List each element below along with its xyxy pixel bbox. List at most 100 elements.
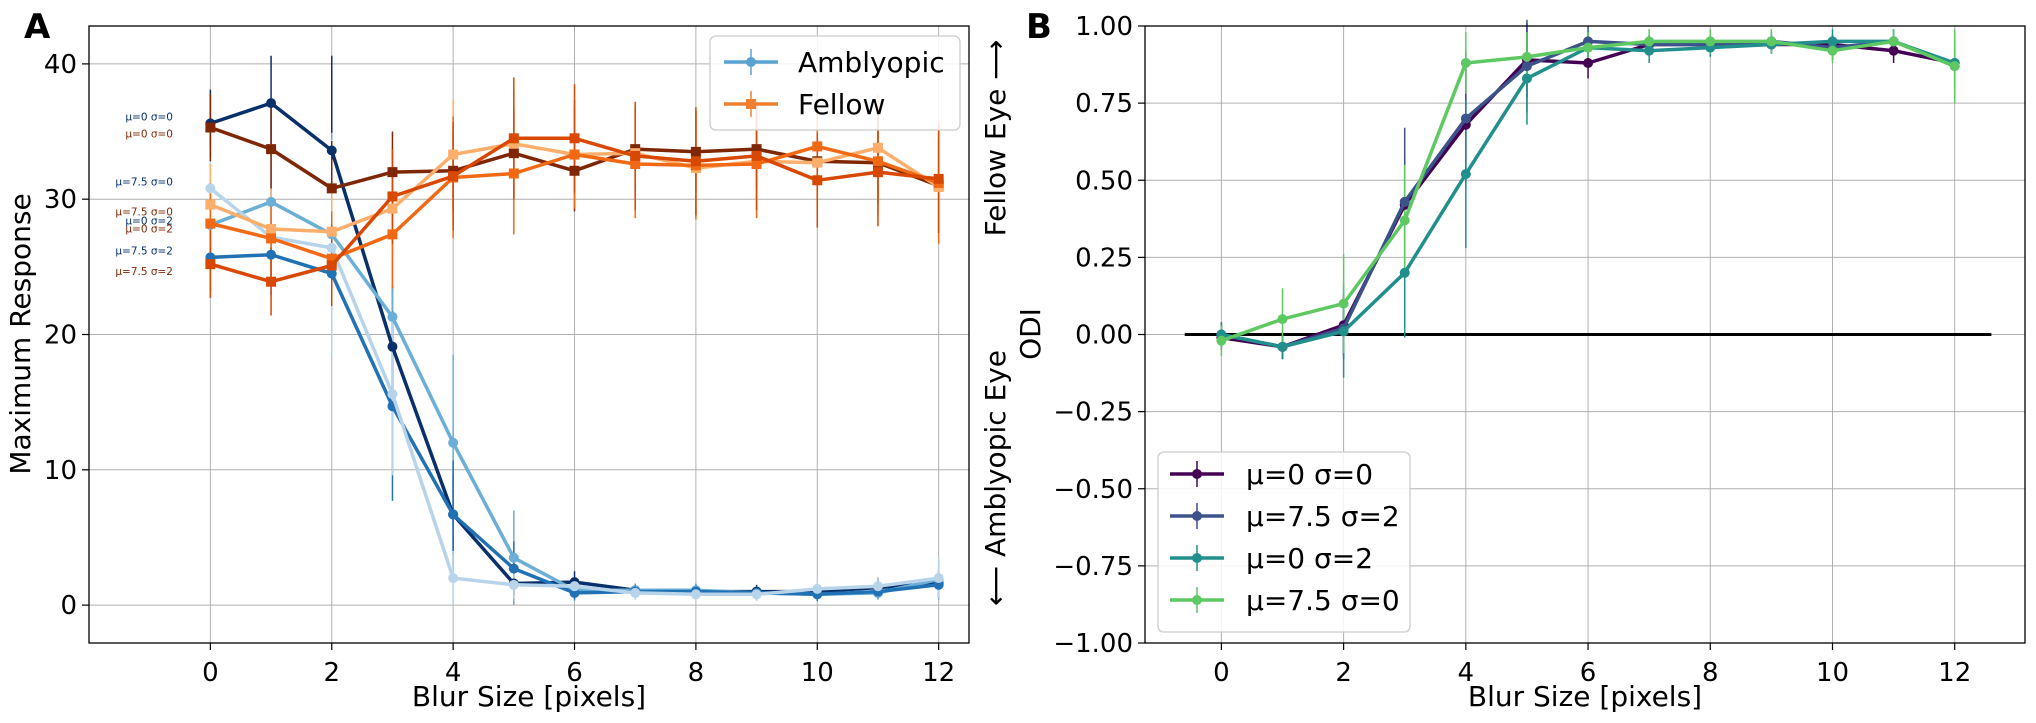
x-tick-label: 2 — [1335, 658, 1352, 688]
data-point-0-2 — [1827, 36, 1838, 47]
data-point-7-5-0 — [1888, 36, 1899, 47]
x-tick-label: 10 — [1816, 658, 1849, 688]
panel-a-legend: Amblyopic Fellow — [709, 35, 961, 131]
data-point-fellow-0-0 — [448, 165, 459, 176]
panel-a-ticks: 0 2 4 6 8 10 12 0 10 20 30 40 — [44, 50, 955, 688]
panel-b-legend: μ=0 σ=0 μ=7.5 σ=2 μ=0 σ=2 μ=7.5 σ=0 — [1157, 451, 1411, 633]
panel-b-series — [1216, 36, 1960, 352]
data-point-amblyopic-7-5-0 — [508, 552, 519, 563]
data-point-amblyopic-0-2 — [448, 573, 459, 584]
series-annotation: μ=0 σ=0 — [125, 111, 173, 123]
series-annotation: μ=0 σ=2 — [125, 224, 173, 236]
data-point-fellow-7-5-2 — [326, 260, 337, 271]
data-point-amblyopic-0-2 — [205, 183, 216, 194]
data-point-amblyopic-0-2 — [508, 579, 519, 590]
panel-b-y-axis-amblyopic-label: ⟵ Amblyopic Eye — [979, 350, 1012, 606]
data-point-fellow-0-0 — [690, 146, 701, 157]
series-annotation: μ=0 σ=0 — [125, 128, 173, 140]
x-tick-label: 8 — [688, 658, 705, 688]
x-tick-label: 0 — [202, 658, 219, 688]
series-annotation: μ=7.5 σ=2 — [115, 245, 173, 257]
data-point-fellow-7-5-0 — [448, 149, 459, 160]
legend-marker-7-5-0 — [1192, 595, 1202, 605]
data-point-fellow-0-2 — [872, 156, 883, 167]
data-point-amblyopic-7-5-0 — [448, 437, 459, 448]
data-point-fellow-7-5-0 — [266, 223, 277, 234]
data-point-0-2 — [1644, 45, 1655, 56]
legend-label-7-5-0: μ=7.5 σ=0 — [1246, 584, 1400, 617]
x-tick-label: 10 — [801, 658, 834, 688]
data-point-7-5-0 — [1827, 45, 1838, 56]
x-tick-label: 12 — [1938, 658, 1971, 688]
data-point-amblyopic-7-5-2 — [448, 509, 459, 520]
data-point-7-5-0 — [1216, 335, 1227, 346]
data-point-amblyopic-0-2 — [630, 587, 641, 598]
y-tick-label: 30 — [44, 185, 77, 215]
data-point-fellow-7-5-2 — [933, 173, 944, 184]
data-point-amblyopic-0-2 — [326, 242, 337, 253]
data-point-0-2 — [1399, 267, 1410, 278]
legend-marker-7-5-2 — [1192, 511, 1202, 521]
data-point-0-0 — [1888, 45, 1899, 56]
data-point-fellow-7-5-2 — [812, 175, 823, 186]
data-point-0-2 — [1460, 169, 1471, 180]
data-point-fellow-0-2 — [630, 159, 641, 170]
panel-b-x-axis-label: Blur Size [pixels] — [1468, 680, 1702, 713]
legend-marker-0-2 — [1192, 553, 1202, 563]
data-point-fellow-7-5-2 — [508, 133, 519, 144]
data-point-0-2 — [1277, 341, 1288, 352]
data-point-0-0 — [1583, 58, 1594, 69]
legend-fellow-label: Fellow — [798, 88, 885, 121]
data-point-7-5-0 — [1949, 61, 1960, 72]
legend-marker-0-0 — [1192, 469, 1202, 479]
data-point-amblyopic-7-5-0 — [266, 196, 277, 207]
panel-b-ticks: 0 2 4 6 8 10 12 1.00 0.75 0.50 0.25 0.00 −0.25 −0.50 −… — [1053, 12, 1971, 688]
legend-frame — [709, 35, 961, 131]
data-point-7-5-0 — [1644, 36, 1655, 47]
y-tick-label: 0 — [60, 591, 77, 621]
data-point-fellow-0-2 — [812, 141, 823, 152]
data-point-fellow-0-0 — [266, 144, 277, 155]
data-point-fellow-7-5-2 — [205, 259, 216, 270]
y-tick-label: −0.50 — [1053, 475, 1133, 505]
data-point-fellow-7-5-0 — [205, 199, 216, 210]
data-point-7-5-0 — [1583, 42, 1594, 53]
x-tick-label: 12 — [922, 658, 955, 688]
legend-label-7-5-2: μ=7.5 σ=2 — [1246, 500, 1400, 533]
data-point-amblyopic-0-2 — [569, 581, 580, 592]
data-point-7-5-2 — [1399, 196, 1410, 207]
x-tick-label: 0 — [1213, 658, 1230, 688]
panel-b-chart: 0 2 4 6 8 10 12 1.00 0.75 0.50 0.25 0.00 −0.25 −0.50 −… — [979, 12, 2026, 713]
data-point-fellow-7-5-2 — [751, 150, 762, 161]
data-point-amblyopic-7-5-2 — [508, 563, 519, 574]
y-tick-label: −0.25 — [1053, 398, 1133, 428]
legend-label-0-0: μ=0 σ=0 — [1246, 458, 1373, 491]
data-point-amblyopic-0-0 — [387, 341, 398, 352]
y-tick-label: −1.00 — [1053, 629, 1133, 659]
y-tick-label: 0.75 — [1075, 89, 1133, 119]
panel-b-y-axis-label: ODI — [1014, 308, 1047, 360]
data-point-amblyopic-0-2 — [751, 589, 762, 600]
data-point-amblyopic-7-5-2 — [266, 249, 277, 260]
data-point-fellow-0-2 — [387, 229, 398, 240]
x-tick-label: 6 — [1580, 658, 1597, 688]
data-point-amblyopic-0-0 — [326, 145, 337, 156]
series-annotation: μ=7.5 σ=0 — [115, 176, 173, 188]
data-point-fellow-0-0 — [751, 144, 762, 155]
data-point-fellow-0-2 — [326, 253, 337, 264]
panel-a-x-axis-label: Blur Size [pixels] — [412, 680, 646, 713]
x-tick-label: 2 — [323, 658, 340, 688]
data-point-7-5-0 — [1338, 298, 1349, 309]
data-point-fellow-0-0 — [387, 167, 398, 178]
x-tick-label: 6 — [566, 658, 583, 688]
data-point-amblyopic-0-2 — [387, 389, 398, 400]
data-point-amblyopic-0-2 — [690, 589, 701, 600]
legend-amblyopic-label: Amblyopic — [798, 46, 945, 79]
y-tick-label: 0.00 — [1075, 321, 1133, 351]
legend-frame — [1157, 451, 1411, 633]
x-tick-label: 4 — [445, 658, 462, 688]
data-point-7-5-2 — [1521, 61, 1532, 72]
y-tick-label: 1.00 — [1075, 12, 1133, 42]
data-point-fellow-0-0 — [569, 165, 580, 176]
